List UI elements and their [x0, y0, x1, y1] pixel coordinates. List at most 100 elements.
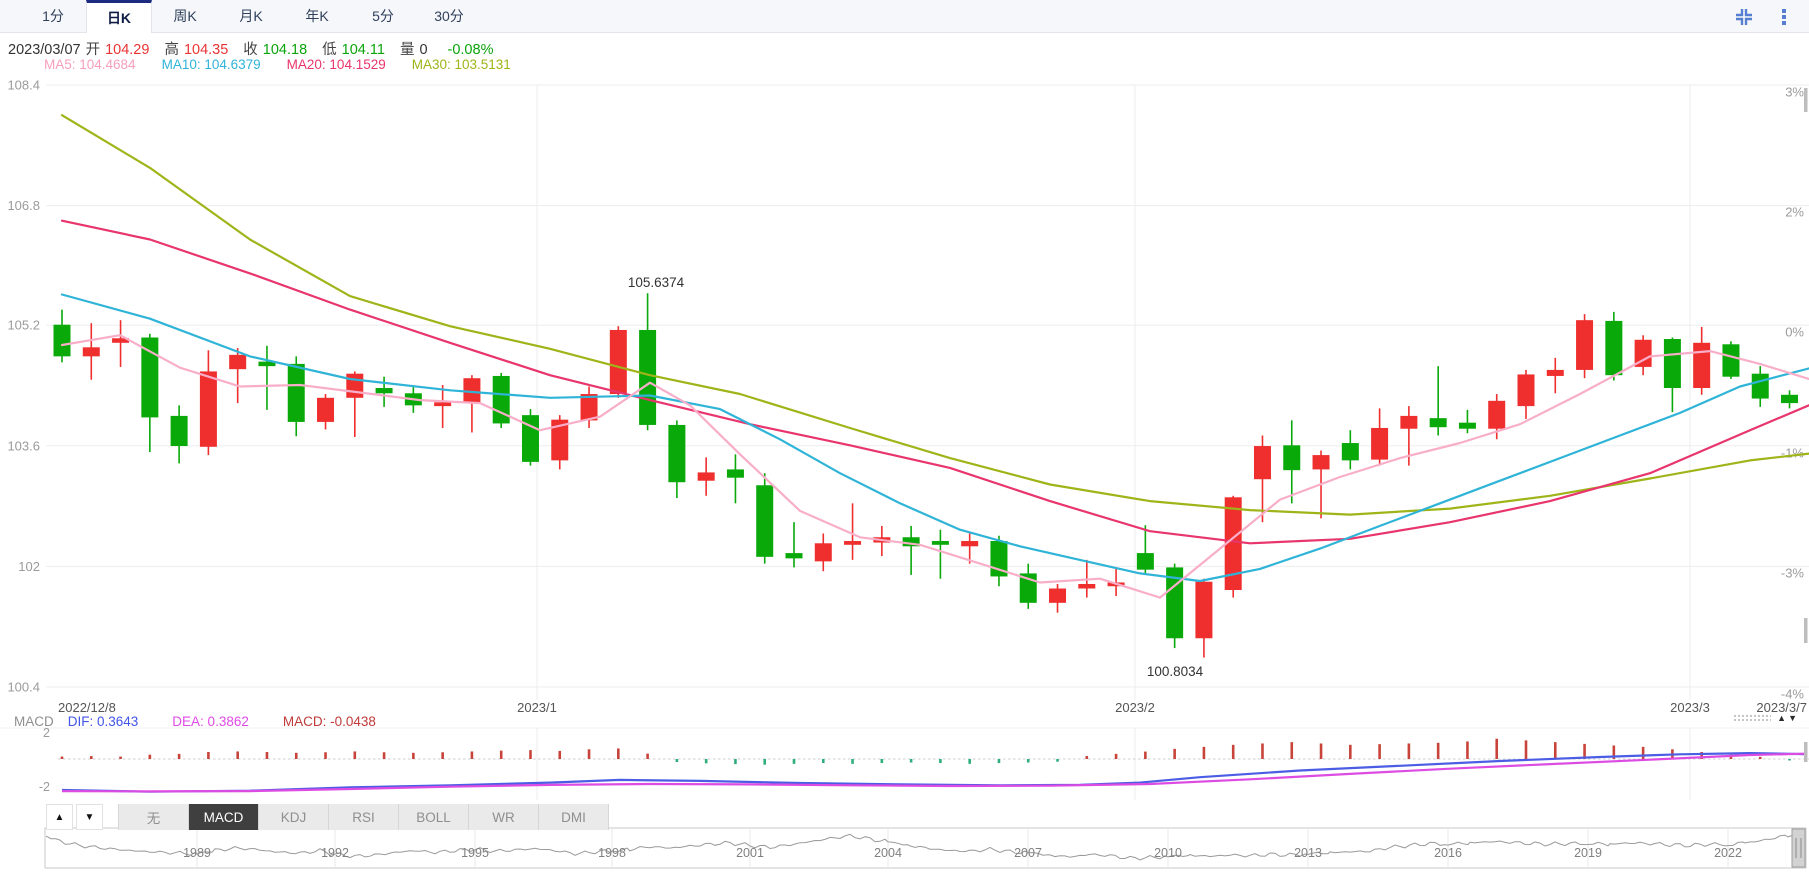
- macd-histogram-bar: [1436, 742, 1440, 759]
- candle: [1458, 422, 1476, 429]
- macd-histogram-bar: [1085, 756, 1089, 759]
- macd-histogram-bar: [1173, 748, 1176, 759]
- macd-histogram-bar: [909, 759, 913, 763]
- more-menu-icon[interactable]: [1773, 6, 1795, 28]
- macd-histogram-bar: [148, 754, 152, 759]
- candle: [1400, 415, 1418, 429]
- exit-fullscreen-icon[interactable]: [1733, 6, 1755, 28]
- candle: [1195, 581, 1213, 639]
- candle: [82, 347, 100, 357]
- macd-title: MACD: [14, 714, 54, 729]
- candle: [1283, 445, 1301, 471]
- percent-axis-label: -4%: [1781, 687, 1805, 702]
- navigator-handle[interactable]: [1791, 828, 1806, 868]
- quote-field-label: 收: [243, 42, 258, 58]
- price-axis-label: 106.8: [7, 198, 40, 213]
- date-axis-label: 2023/3/7: [1756, 700, 1807, 715]
- chart-scrollbar-thumb[interactable]: [1804, 618, 1808, 643]
- indicator-down-button[interactable]: ▼: [76, 804, 103, 830]
- ma30-line: [60, 114, 1809, 516]
- ma-legend-item: MA30: 103.5131: [411, 57, 511, 72]
- price-axis-label: 102: [18, 559, 40, 574]
- candle: [639, 329, 657, 425]
- panel-resize-handle[interactable]: ▲▼: [1733, 712, 1799, 724]
- percent-axis-label: 3%: [1785, 85, 1804, 100]
- quote-fields: 开 104.29 高 104.35 收 104.18 低 104.11 量 0: [86, 42, 443, 58]
- candle: [141, 337, 159, 418]
- period-tab-年K[interactable]: 年K: [305, 8, 329, 24]
- ma-legend-item: MA20: 104.1529: [286, 57, 386, 72]
- macd-histogram-bar: [470, 751, 474, 759]
- candle: [961, 541, 979, 547]
- macd-histogram-bar: [119, 756, 122, 759]
- macd-histogram-bar: [1056, 759, 1059, 762]
- candle: [1488, 400, 1506, 429]
- indicator-tab-RSI[interactable]: RSI: [328, 804, 398, 830]
- date-axis-label: 2022/12/8: [58, 700, 116, 715]
- macd-histogram-bar: [1524, 740, 1528, 759]
- candle: [1429, 418, 1447, 428]
- candle: [1371, 427, 1389, 460]
- indicator-tab-MACD[interactable]: MACD: [188, 804, 258, 830]
- macd-histogram-bar: [1378, 744, 1381, 759]
- macd-histogram-bar: [880, 759, 884, 764]
- quote-field-value: 104.35: [183, 42, 229, 58]
- candle: [346, 373, 364, 398]
- macd-legend-item: MACD: -0.0438: [282, 714, 376, 729]
- indicator-tab-无[interactable]: 无: [118, 804, 188, 830]
- candle: [1049, 588, 1067, 603]
- candle: [785, 553, 803, 559]
- macd-histogram-bar: [821, 759, 825, 764]
- dea-line: [61, 752, 1806, 793]
- macd-legend-item: DEA: 0.3862: [172, 714, 249, 729]
- candle: [1751, 373, 1769, 399]
- indicator-tab-DMI[interactable]: DMI: [538, 804, 608, 830]
- chart-scrollbar-thumb[interactable]: [1804, 88, 1808, 112]
- macd-legend-items: DIF: 0.3643 DEA: 0.3862 MACD: -0.0438: [68, 714, 410, 729]
- macd-histogram-bar: [236, 751, 239, 759]
- macd-histogram-bar: [499, 750, 503, 759]
- macd-histogram-bar: [382, 752, 386, 759]
- indicator-tab-KDJ[interactable]: KDJ: [258, 804, 328, 830]
- indicator-up-button[interactable]: ▲: [46, 804, 73, 830]
- indicator-tab-BOLL[interactable]: BOLL: [398, 804, 468, 830]
- period-tab-1分[interactable]: 1分: [42, 8, 64, 24]
- macd-histogram-bar: [1231, 744, 1235, 759]
- candle: [1078, 583, 1096, 589]
- macd-histogram-bar: [529, 750, 532, 759]
- date-axis-label: 2023/3: [1670, 700, 1710, 715]
- indicator-tab-WR[interactable]: WR: [468, 804, 538, 830]
- ma-legend-item: MA5: 104.4684: [44, 57, 136, 72]
- navigator-year-label: 2019: [1574, 846, 1602, 860]
- macd-histogram-bar: [851, 759, 854, 764]
- candle: [199, 371, 217, 447]
- period-tab-月K[interactable]: 月K: [239, 8, 263, 24]
- period-tab-日K[interactable]: 日K: [86, 0, 152, 33]
- quote-field-value: 104.29: [105, 42, 150, 58]
- quote-field-value: 104.18: [262, 42, 308, 58]
- chart-scrollbar-thumb[interactable]: [1804, 742, 1808, 762]
- macd-histogram-bar: [1788, 759, 1791, 761]
- macd-histogram-bar: [1495, 738, 1499, 759]
- ma20-line: [60, 219, 1809, 545]
- navigator-year-label: 2001: [736, 846, 764, 860]
- candle: [1546, 369, 1564, 376]
- candle: [726, 469, 744, 478]
- candle: [170, 415, 188, 447]
- candle: [1136, 553, 1154, 570]
- candle: [756, 485, 774, 557]
- macd-histogram-bar: [675, 759, 679, 762]
- macd-histogram-bar: [1261, 743, 1264, 759]
- candle: [1253, 446, 1271, 480]
- period-tab-5分[interactable]: 5分: [372, 8, 394, 24]
- period-tab-周K[interactable]: 周K: [173, 8, 197, 24]
- candle: [1693, 342, 1711, 389]
- macd-histogram-bar: [324, 752, 327, 759]
- macd-histogram-bar: [734, 759, 737, 765]
- period-tabs: 1分 日K 周K 月K 年K 5分 30分: [20, 0, 482, 33]
- macd-legend: MACD DIF: 0.3643 DEA: 0.3862 MACD: -0.0438: [14, 714, 444, 729]
- period-tab-30分[interactable]: 30分: [434, 8, 464, 24]
- macd-histogram-bar: [1290, 742, 1294, 759]
